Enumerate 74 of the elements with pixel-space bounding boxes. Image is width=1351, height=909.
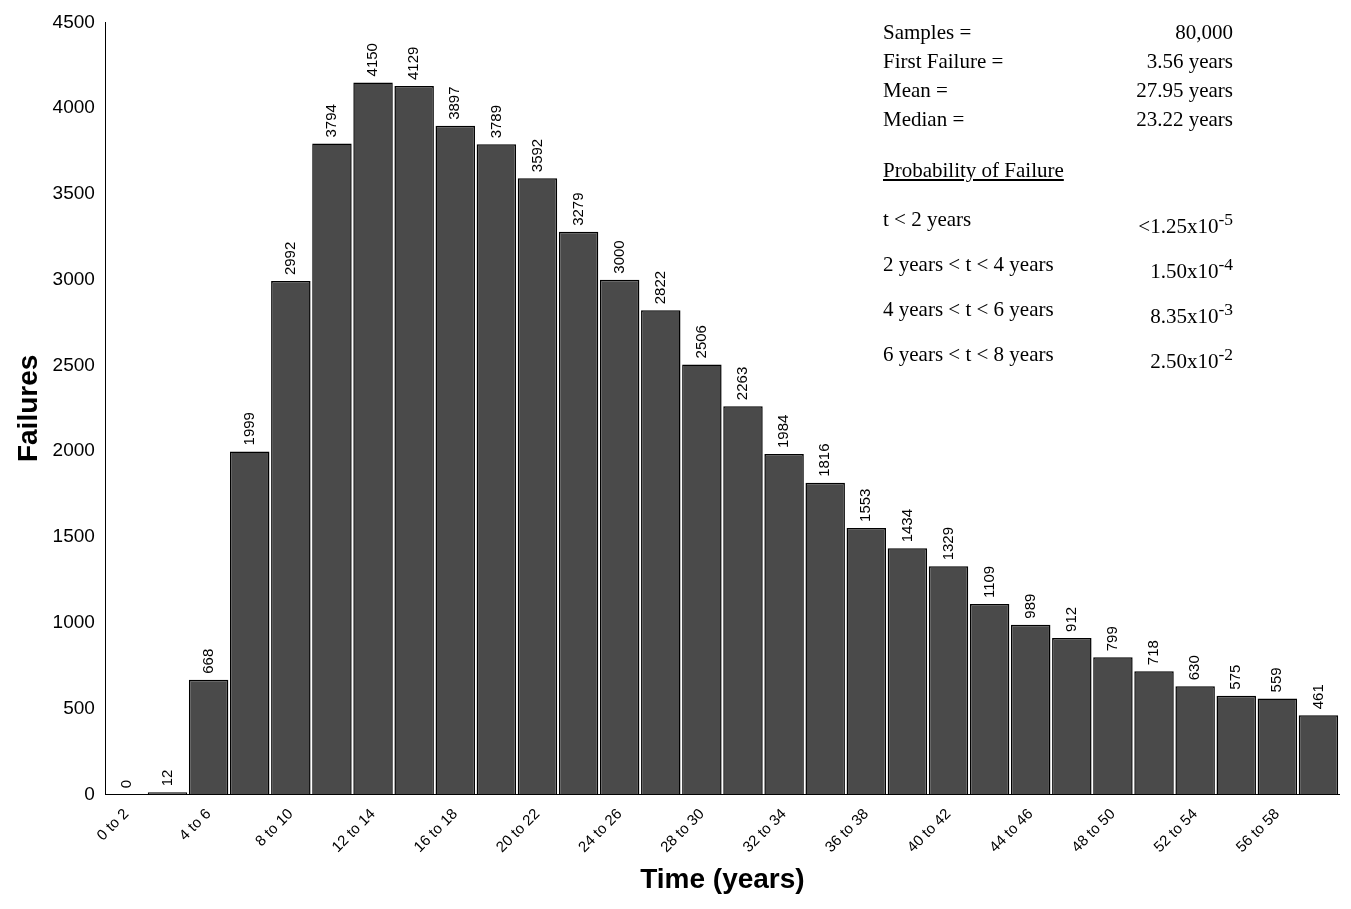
annotation: 2.50x10$^{-2}$	[1149, 343, 1233, 375]
x-tick-label: 8 to 10	[251, 804, 296, 850]
data-label: 1999	[239, 412, 257, 446]
data-label: 1984	[774, 414, 792, 448]
x-tick-label: 0 to 2	[92, 804, 132, 844]
data-label: 559	[1267, 667, 1285, 693]
x-axis-title: Time (years)	[640, 862, 805, 894]
data-label: 799	[1103, 626, 1121, 652]
data-label: 2263	[733, 366, 751, 401]
y-tick-label: 1000	[52, 611, 95, 633]
annotation: 27.95 years	[1135, 77, 1233, 104]
annotation: 8.35x10$^{-3}$	[1149, 298, 1233, 330]
x-tick-label: 16 to 18	[409, 804, 461, 856]
data-label: 3000	[609, 240, 627, 274]
annotation: 1.50x10$^{-4}$	[1149, 253, 1233, 285]
annotation: 6 years < t < 8 years	[883, 341, 1055, 368]
data-label: 12	[157, 769, 175, 787]
x-tick-label: 28 to 30	[656, 804, 707, 856]
data-label: 2992	[280, 241, 298, 276]
data-label: 718	[1144, 640, 1162, 666]
y-tick-label: 4500	[52, 10, 95, 32]
x-tick-label: 32 to 34	[738, 804, 790, 856]
data-label: 1816	[815, 443, 833, 477]
y-axis-title: Failures	[11, 354, 43, 463]
data-label: 575	[1226, 664, 1244, 690]
annotation: 23.22 years	[1135, 106, 1233, 133]
y-tick-label: 2500	[52, 353, 95, 375]
y-tick-label: 4000	[52, 96, 95, 118]
y-tick-label: 0	[84, 782, 95, 804]
annotation: 80,000	[1174, 19, 1233, 46]
x-tick-label: 52 to 54	[1149, 804, 1201, 856]
x-tick-label: 36 to 38	[820, 804, 872, 856]
annotation: Probability of Failure	[883, 157, 1065, 184]
data-label: 3592	[527, 138, 545, 173]
data-label: 912	[1061, 606, 1079, 632]
annotation: 3.56 years	[1145, 48, 1233, 75]
data-label: 3794	[322, 104, 340, 138]
x-tick-label: 24 to 26	[574, 804, 625, 856]
y-tick-label: 2000	[52, 439, 95, 461]
annotation: Samples =	[883, 19, 973, 46]
x-tick-label: 40 to 42	[903, 804, 954, 856]
x-tick-label: 44 to 46	[985, 804, 1036, 856]
annotation: Median =	[883, 106, 966, 133]
data-label: 1109	[979, 565, 997, 599]
data-label: 2822	[650, 270, 668, 305]
x-tick-label: 12 to 14	[327, 804, 379, 856]
x-tick-label: 20 to 22	[492, 804, 543, 856]
data-label: 0	[116, 779, 134, 789]
y-tick-label: 3500	[52, 182, 95, 204]
data-label: 1329	[938, 526, 956, 561]
annotation: 4 years < t < 6 years	[883, 296, 1055, 323]
y-tick-label: 3000	[52, 267, 95, 289]
data-label: 1434	[897, 508, 915, 543]
data-label: 630	[1185, 655, 1203, 681]
data-label: 3789	[486, 104, 504, 139]
x-tick-label: 56 to 58	[1232, 804, 1283, 856]
data-label: 989	[1020, 593, 1038, 619]
annotation: First Failure =	[883, 48, 1005, 75]
x-tick-label: 4 to 6	[175, 804, 214, 844]
data-label: 3897	[445, 86, 463, 120]
annotation: 2 years < t < 4 years	[883, 251, 1055, 278]
y-tick-label: 500	[63, 696, 95, 718]
annotation: t < 2 years	[883, 206, 973, 233]
data-label: 461	[1308, 684, 1326, 710]
data-label: 1553	[856, 488, 874, 522]
data-label: 4150	[363, 43, 381, 77]
annotation: Mean =	[883, 77, 949, 104]
annotation: <1.25x10$^{-5}$	[1137, 208, 1233, 240]
x-tick-label: 48 to 50	[1067, 804, 1118, 856]
data-label: 3279	[568, 192, 586, 226]
data-label: 668	[198, 648, 216, 674]
data-label: 4129	[404, 46, 422, 81]
data-label: 2506	[692, 325, 710, 359]
y-tick-label: 1500	[52, 525, 95, 547]
